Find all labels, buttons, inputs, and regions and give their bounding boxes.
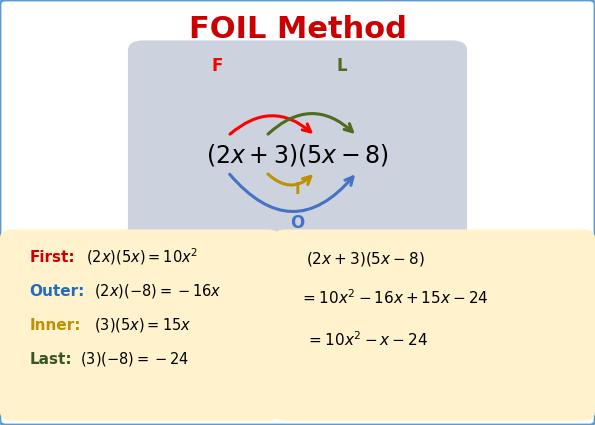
Text: $(2x+3)(5x-8)$: $(2x+3)(5x-8)$ (206, 142, 389, 168)
Text: FOIL Method: FOIL Method (189, 15, 406, 44)
Text: $(2x+3)(5x-8)$: $(2x+3)(5x-8)$ (306, 250, 425, 268)
Text: First:: First: (30, 249, 76, 265)
Text: $(2x)(-8)=-16x$: $(2x)(-8)=-16x$ (94, 282, 222, 300)
Text: $(2x)(5x)=10x^2$: $(2x)(5x)=10x^2$ (86, 247, 198, 267)
Text: $(3)(5x)=15x$: $(3)(5x)=15x$ (94, 316, 192, 334)
Text: $=10x^2-x-24$: $=10x^2-x-24$ (306, 331, 428, 349)
Text: $(3)(-8)=-24$: $(3)(-8)=-24$ (80, 350, 190, 368)
Text: L: L (337, 57, 347, 75)
FancyBboxPatch shape (128, 40, 467, 244)
Text: O: O (290, 214, 305, 232)
Text: F: F (211, 57, 223, 75)
Text: $=10x^2-16x+15x-24$: $=10x^2-16x+15x-24$ (300, 288, 489, 307)
Text: Outer:: Outer: (30, 283, 85, 299)
FancyBboxPatch shape (274, 230, 595, 421)
FancyBboxPatch shape (0, 230, 280, 421)
Text: I: I (295, 181, 300, 197)
Text: Inner:: Inner: (30, 317, 82, 333)
Text: Last:: Last: (30, 351, 73, 367)
